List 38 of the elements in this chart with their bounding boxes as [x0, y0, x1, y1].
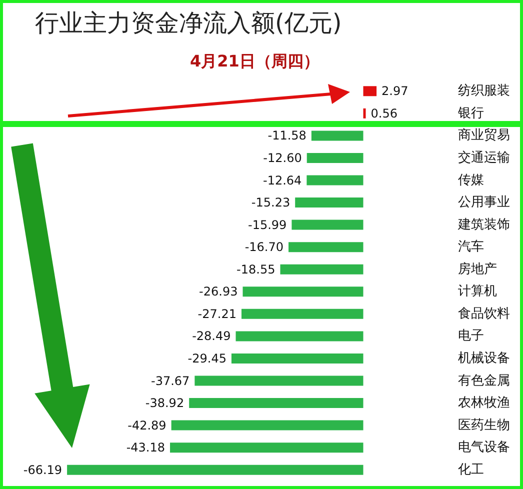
y-tick-label: 食品饮料: [458, 306, 510, 322]
data-label: -28.49: [192, 329, 231, 344]
data-label: -16.70: [244, 240, 284, 254]
data-label: 2.97: [382, 84, 408, 98]
y-tick-label: 农林牧渔: [458, 396, 510, 411]
data-label: -12.60: [263, 150, 302, 165]
data-label: -18.55: [236, 262, 276, 276]
y-tick-label: 公用事业: [458, 195, 510, 210]
y-tick-label: 电子: [458, 328, 484, 344]
data-label: -27.21: [198, 306, 236, 321]
chart-title: 行业主力资金净流入额(亿元): [35, 9, 342, 37]
data-label: -66.19: [23, 462, 62, 477]
data-label: -15.99: [248, 218, 287, 232]
y-tick-label: 计算机: [458, 284, 497, 300]
chart-subtitle: 4月21日（周四）: [190, 52, 320, 70]
y-tick-label: 交通运输: [458, 149, 510, 166]
data-label: 0.56: [370, 106, 398, 120]
data-label: -29.45: [188, 351, 226, 366]
y-tick-label: 汽车: [458, 240, 484, 255]
y-tick-label: 化工: [458, 462, 484, 478]
y-tick-label: 有色金属: [458, 373, 510, 388]
data-label: -38.92: [145, 396, 184, 410]
data-label: -12.64: [263, 173, 302, 188]
y-tick-label: 银行: [457, 106, 484, 121]
y-tick-label: 纺织服装: [458, 84, 510, 99]
y-tick-label: 建筑装饰: [457, 217, 510, 232]
y-tick-label: 商业贸易: [458, 128, 510, 144]
y-tick-label: 传媒: [458, 172, 484, 188]
y-tick-label: 电气设备: [458, 440, 510, 456]
y-tick-label: 机械设备: [458, 350, 510, 366]
y-tick-label: 医药生物: [458, 418, 510, 433]
data-label: -26.93: [199, 284, 238, 299]
data-label: -15.23: [251, 196, 290, 210]
data-label: -43.18: [126, 440, 166, 455]
data-label: -42.89: [128, 418, 166, 432]
data-label: -11.58: [268, 128, 306, 143]
y-tick-label: 房地产: [458, 260, 497, 277]
data-label: -37.67: [150, 374, 190, 388]
